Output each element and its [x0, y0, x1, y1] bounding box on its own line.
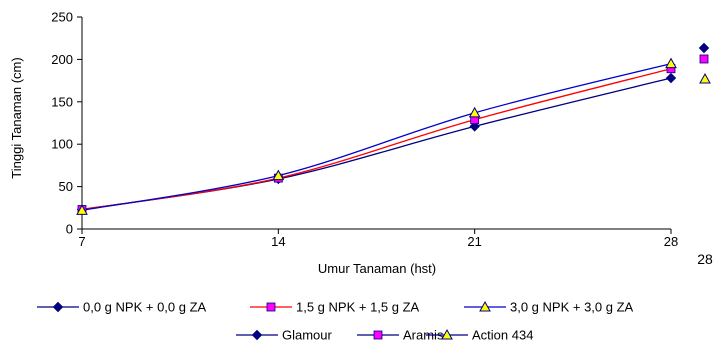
data-point-s3: [468, 106, 481, 118]
legend-varieties: Glamour Aramis Action 434: [236, 328, 533, 343]
x-tick-label: 7: [78, 234, 85, 249]
legend-marker: [52, 301, 64, 313]
legend-label: Action 434: [472, 328, 533, 343]
data-point-s3: [272, 169, 285, 181]
x-tick-label: 14: [271, 234, 285, 249]
x-tick-label: 21: [467, 234, 481, 249]
series-line-1: [81, 77, 672, 211]
y-tick-label: 0: [66, 222, 73, 237]
legend-label: 1,5 g NPK + 1,5 g ZA: [296, 300, 420, 315]
legend-marker: [266, 302, 276, 312]
chart-axes: 0 50 100 150 200 250 7 14 21 28: [51, 10, 678, 250]
stray-tick-label: 28: [697, 251, 713, 267]
y-tick-label: 200: [51, 52, 73, 67]
side-marker-square: [699, 54, 709, 64]
legend-label: 0,0 g NPK + 0,0 g ZA: [83, 300, 207, 315]
y-tick-label: 150: [51, 94, 73, 109]
series-line-2: [81, 68, 672, 211]
legend-marker: [251, 329, 263, 341]
legend-marker: [441, 328, 453, 340]
data-point-s3: [665, 57, 677, 69]
x-tick-label: 28: [664, 234, 678, 249]
side-marker-triangle: [699, 72, 711, 84]
y-axis-label: Tinggi Tanaman (cm): [9, 57, 24, 178]
side-markers: [698, 42, 711, 84]
data-point-s3: [76, 204, 88, 215]
legend-label: 3,0 g NPK + 3,0 g ZA: [510, 300, 634, 315]
series-line-3: [81, 63, 672, 211]
series-layer: [76, 57, 677, 215]
data-point-s1: [665, 72, 677, 84]
legend-marker: [373, 330, 383, 340]
legend-label: Aramis: [403, 328, 444, 343]
y-tick-label: 250: [51, 10, 73, 25]
legend-marker: [479, 300, 491, 312]
x-axis-label: Umur Tanaman (hst): [318, 261, 436, 276]
side-marker-diamond: [698, 42, 710, 54]
y-tick-label: 50: [59, 179, 73, 194]
legend-treatments: 0,0 g NPK + 0,0 g ZA 1,5 g NPK + 1,5 g ZA…: [37, 300, 634, 315]
y-tick-label: 100: [51, 137, 73, 152]
legend-label: Glamour: [282, 328, 333, 343]
data-point-s1: [469, 121, 480, 132]
